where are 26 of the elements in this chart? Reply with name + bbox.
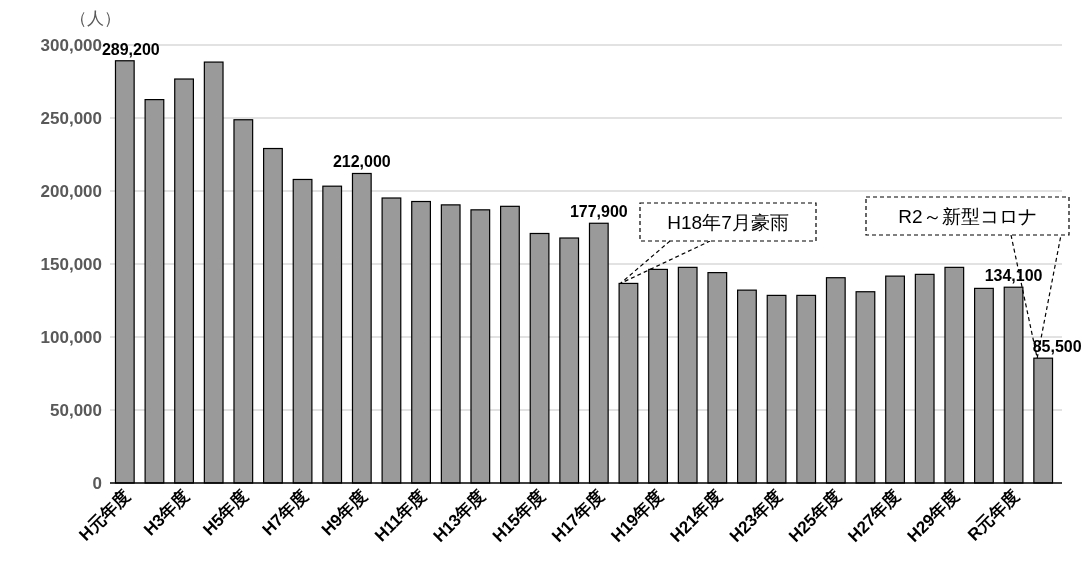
x-tick-label: H21年度 bbox=[666, 486, 727, 546]
data-label: 212,000 bbox=[332, 153, 391, 171]
x-tick-label: H3年度 bbox=[140, 486, 193, 540]
x-tick-label: H23年度 bbox=[725, 486, 786, 546]
data-label: 134,100 bbox=[984, 267, 1043, 285]
annotation: R2～新型コロナ bbox=[898, 206, 1037, 227]
x-tick-label: H5年度 bbox=[199, 486, 253, 540]
x-tick-label: R元年度 bbox=[964, 486, 1023, 545]
x-tick-label: H19年度 bbox=[607, 486, 667, 546]
y-tick-label: 200,000 bbox=[40, 182, 102, 201]
x-tick-label: H29年度 bbox=[903, 486, 964, 546]
x-tick-label: H9年度 bbox=[317, 486, 371, 540]
y-tick-label: 250,000 bbox=[40, 109, 102, 128]
y-tick-label: 300,000 bbox=[40, 36, 102, 55]
annotation: H18年7月豪雨 bbox=[667, 212, 789, 233]
data-label: 177,900 bbox=[569, 203, 628, 221]
y-tick-label: 50,000 bbox=[50, 401, 102, 420]
data-label: 85,500 bbox=[1032, 338, 1082, 356]
y-tick-label: 100,000 bbox=[40, 328, 102, 347]
y-axis-title: （人） bbox=[70, 9, 121, 28]
x-tick-label: H7年度 bbox=[258, 486, 312, 540]
x-tick-label: H11年度 bbox=[371, 486, 430, 546]
x-tick-label: H13年度 bbox=[429, 486, 490, 546]
y-tick-label: 0 bbox=[92, 474, 102, 493]
y-tick-label: 150,000 bbox=[40, 255, 102, 274]
data-label: 289,200 bbox=[101, 40, 160, 58]
